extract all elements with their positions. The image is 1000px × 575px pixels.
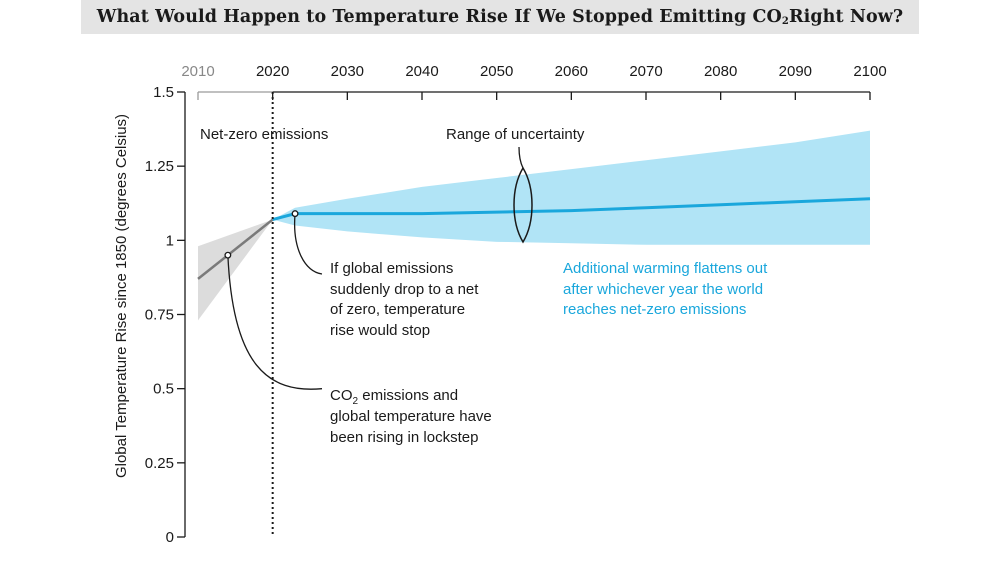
y-tick-label: 1.25 <box>145 158 174 175</box>
annotation-drop-line-3: of zero, temperature <box>330 301 465 318</box>
y-tick-label: 0.75 <box>145 307 174 324</box>
x-tick-label: 2010 <box>181 63 214 80</box>
x-tick-label: 2060 <box>555 63 588 80</box>
x-tick-label: 2080 <box>704 63 737 80</box>
chart-title: What Would Happen to Temperature Rise If… <box>96 7 904 27</box>
uncertainty-leader-line <box>518 146 524 169</box>
lockstep-marker <box>224 251 232 259</box>
y-axis-label: Global Temperature Rise since 1850 (degr… <box>113 114 130 478</box>
projection-line <box>272 197 871 222</box>
x-tick-label: 2030 <box>331 63 364 80</box>
lockstep-leader-line <box>227 255 323 390</box>
title-bar: What Would Happen to Temperature Rise If… <box>81 0 919 34</box>
x-tick-label: 2040 <box>405 63 438 80</box>
x-tick-label: 2090 <box>779 63 812 80</box>
annotation-net-zero: Net-zero emissions <box>200 126 328 143</box>
y-tick-label: 0.25 <box>145 455 174 472</box>
historical-uncertainty-band <box>198 219 273 321</box>
historical-line <box>197 218 274 280</box>
x-tick-label: 2020 <box>256 63 289 80</box>
x-tick-label: 2050 <box>480 63 513 80</box>
y-tick-label: 0 <box>166 529 174 546</box>
uncertainty-bracket <box>513 166 533 244</box>
drop-leader-line <box>293 213 323 275</box>
annotation-drop-line-4: rise would stop <box>330 322 430 339</box>
annotation-lockstep-line-1: CO2 emissions and <box>330 387 458 407</box>
annotation-flatten-line-1: Additional warming flattens out <box>563 260 768 277</box>
annotation-drop-line-2: suddenly drop to a net <box>330 281 479 298</box>
annotation-lockstep-line-2: global temperature have <box>330 408 492 425</box>
annotation-flatten-line-3: reaches net-zero emissions <box>563 301 746 318</box>
x-tick-label: 2100 <box>853 63 886 80</box>
projection-uncertainty-band <box>272 130 871 245</box>
annotation-uncertainty: Range of uncertainty <box>446 126 585 143</box>
y-tick-label: 1 <box>166 232 174 249</box>
annotation-flatten-line-2: after whichever year the world <box>563 281 763 298</box>
y-tick-label: 1.5 <box>153 84 174 101</box>
y-tick-label: 0.5 <box>153 381 174 398</box>
x-tick-label: 2070 <box>629 63 662 80</box>
drop-marker <box>291 210 299 218</box>
annotation-lockstep-line-3: been rising in lockstep <box>330 429 478 446</box>
annotation-drop-line-1: If global emissions <box>330 260 453 277</box>
